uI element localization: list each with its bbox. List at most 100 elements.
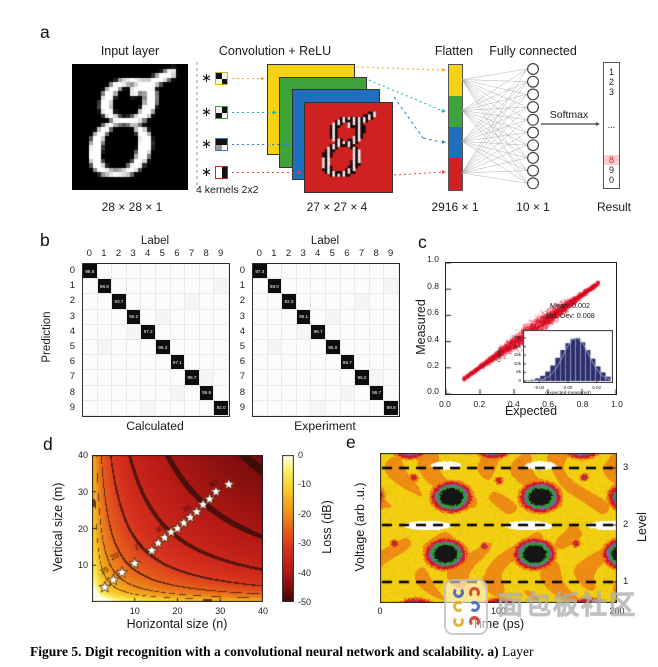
matrix-diagonal-cell: 95.2 bbox=[355, 370, 370, 386]
matrix-diagonal-cell: 97.2 bbox=[141, 324, 156, 340]
matrix-diagonal-cell: 95.1 bbox=[296, 309, 312, 325]
confusion-row-labels: 0 1 2 3 4 5 6 7 8 9 bbox=[56, 263, 78, 415]
col-label: 5 bbox=[159, 248, 165, 259]
col-label: 0 bbox=[86, 248, 92, 259]
matrix-cell bbox=[355, 309, 370, 325]
col-label: 7 bbox=[358, 248, 365, 259]
result-column: 1 2 3... 8 9 0 bbox=[603, 62, 620, 189]
panel-c-label: c bbox=[418, 232, 427, 252]
fully-connected-title: Fully connected bbox=[489, 44, 577, 58]
matrix-cell bbox=[369, 264, 385, 280]
matrix-cell bbox=[267, 370, 283, 386]
fc-connection-line bbox=[461, 79, 528, 95]
row-label: 6 bbox=[239, 356, 245, 368]
matrix-cell bbox=[199, 339, 215, 356]
inset-x-tick-label: -0.02 bbox=[534, 384, 545, 390]
convolution-asterisk: ∗ bbox=[201, 164, 212, 179]
inset-y-tick-label: 15k bbox=[513, 352, 521, 358]
y-tick-label: 40 bbox=[77, 450, 88, 460]
input-dim-label: 28 × 28 × 1 bbox=[101, 200, 163, 214]
voltage-axis-title: Voltage (arb .u.) bbox=[353, 482, 367, 572]
loss-heatmap bbox=[92, 455, 263, 602]
matrix-cell bbox=[282, 264, 297, 280]
flatten-dim-label: 2916 × 1 bbox=[431, 200, 479, 214]
x-tick-label: 0 bbox=[377, 606, 383, 616]
matrix-cell bbox=[185, 294, 200, 310]
fc-connection-line bbox=[461, 79, 528, 171]
watermark-text: 面包板社区 bbox=[496, 590, 638, 621]
colorbar-tick-label: -30 bbox=[298, 538, 312, 549]
matrix-cell bbox=[112, 309, 127, 325]
matrix-cell bbox=[112, 264, 127, 280]
row-label: 2 bbox=[69, 295, 75, 307]
fc-neuron-node bbox=[526, 177, 539, 190]
fc-connection-line bbox=[461, 79, 528, 146]
matrix-cell bbox=[340, 400, 356, 416]
matrix-cell bbox=[253, 385, 268, 401]
matrix-cell bbox=[253, 339, 268, 356]
result-digit: 3 bbox=[608, 87, 614, 97]
matrix-cell bbox=[340, 309, 356, 325]
matrix-diagonal-cell: 92.3 bbox=[282, 294, 297, 310]
fc-connection-line bbox=[461, 94, 528, 111]
fc-connection-line bbox=[461, 132, 528, 174]
x-tick-label: 100 bbox=[490, 606, 507, 616]
matrix-cell bbox=[296, 279, 312, 295]
matrix-cell bbox=[126, 339, 142, 356]
result-digit: 0 bbox=[608, 175, 614, 185]
matrix-cell bbox=[282, 309, 297, 325]
inset-x-tick-label: 0.00 bbox=[563, 384, 573, 390]
kernel-2x2 bbox=[215, 106, 228, 119]
panel-d-label: d bbox=[43, 434, 53, 454]
x-tick-label: 0.2 bbox=[473, 399, 486, 409]
matrix-cell bbox=[156, 400, 171, 416]
matrix-cell bbox=[112, 324, 127, 340]
kernel-arrowhead-icon bbox=[297, 170, 302, 175]
panel-e-label: e bbox=[346, 432, 356, 452]
matrix-cell bbox=[199, 400, 215, 416]
fc-connection-line bbox=[461, 68, 528, 142]
matrix-diagonal-cell: 92.0 bbox=[214, 400, 229, 416]
matrix-cell bbox=[156, 294, 171, 310]
inset-y-tick-label: 0 bbox=[518, 378, 521, 383]
label-axis-title-left: Label bbox=[140, 235, 170, 247]
matrix-cell bbox=[282, 355, 297, 371]
map-flatten-line bbox=[422, 137, 442, 143]
fc-connection-line bbox=[461, 68, 528, 80]
col-label: 1 bbox=[271, 248, 277, 259]
matrix-cell bbox=[267, 339, 283, 356]
matrix-cell bbox=[141, 279, 156, 295]
matrix-cell bbox=[267, 324, 283, 340]
matrix-cell bbox=[311, 294, 326, 310]
softmax-label: Softmax bbox=[549, 109, 589, 121]
matrix-cell bbox=[199, 279, 215, 295]
matrix-cell bbox=[156, 385, 171, 401]
x-tick-label: 0.4 bbox=[507, 399, 520, 409]
matrix-cell bbox=[112, 385, 127, 401]
matrix-cell bbox=[112, 400, 127, 416]
matrix-cell bbox=[214, 324, 229, 340]
matrix-cell bbox=[355, 324, 370, 340]
matrix-cell bbox=[170, 324, 186, 340]
flatten-vector bbox=[448, 64, 463, 191]
kernel-cell bbox=[216, 139, 222, 145]
matrix-cell bbox=[326, 324, 341, 340]
matrix-cell bbox=[185, 324, 200, 340]
row-label: 0 bbox=[239, 265, 245, 277]
matrix-cell bbox=[185, 400, 200, 416]
matrix-cell bbox=[126, 400, 142, 416]
matrix-cell bbox=[384, 324, 399, 340]
col-label: 1 bbox=[101, 248, 107, 259]
network-diagram bbox=[196, 62, 600, 192]
fc-neuron-node bbox=[526, 113, 539, 126]
kernel-cell bbox=[221, 73, 227, 79]
matrix-diagonal-cell: 98.8 bbox=[83, 264, 98, 280]
matrix-cell bbox=[83, 355, 98, 371]
fc-connection-line bbox=[461, 79, 528, 133]
row-label: 5 bbox=[239, 341, 245, 353]
fc-neuron-node bbox=[526, 151, 539, 164]
matrix-cell bbox=[326, 279, 341, 295]
matrix-cell bbox=[253, 324, 268, 340]
horizontal-size-axis-title: Horizontal size (n) bbox=[126, 617, 228, 631]
